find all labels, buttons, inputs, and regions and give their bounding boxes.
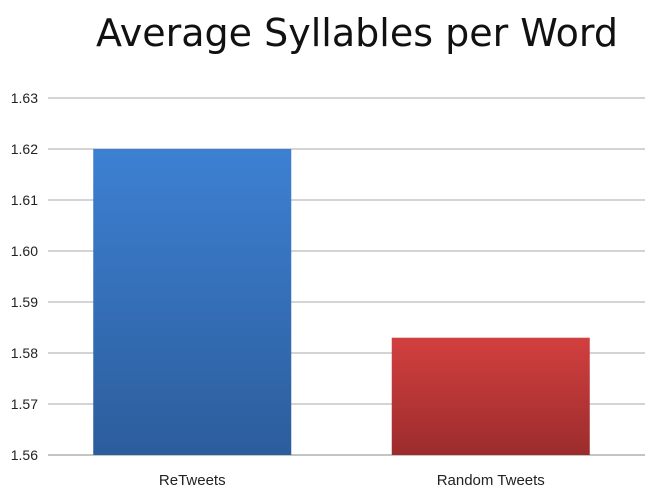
x-category-label: Random Tweets xyxy=(437,472,545,489)
y-tick-label: 1.61 xyxy=(11,192,38,208)
y-tick-label: 1.62 xyxy=(11,141,38,157)
y-tick-label: 1.60 xyxy=(11,243,38,259)
y-tick-label: 1.58 xyxy=(11,345,38,361)
x-axis-categories: ReTweets Random Tweets xyxy=(159,472,545,489)
y-tick-label: 1.63 xyxy=(11,90,38,106)
bars xyxy=(93,149,590,455)
y-tick-label: 1.59 xyxy=(11,294,38,310)
y-axis-ticks: 1.56 1.57 1.58 1.59 1.60 1.61 1.62 1.63 xyxy=(11,90,38,463)
x-category-label: ReTweets xyxy=(159,472,226,489)
bar-retweets xyxy=(93,149,292,455)
y-tick-label: 1.56 xyxy=(11,447,38,463)
y-tick-label: 1.57 xyxy=(11,396,38,412)
chart-title: Average Syllables per Word xyxy=(96,11,618,55)
bar-random-tweets xyxy=(391,337,590,455)
